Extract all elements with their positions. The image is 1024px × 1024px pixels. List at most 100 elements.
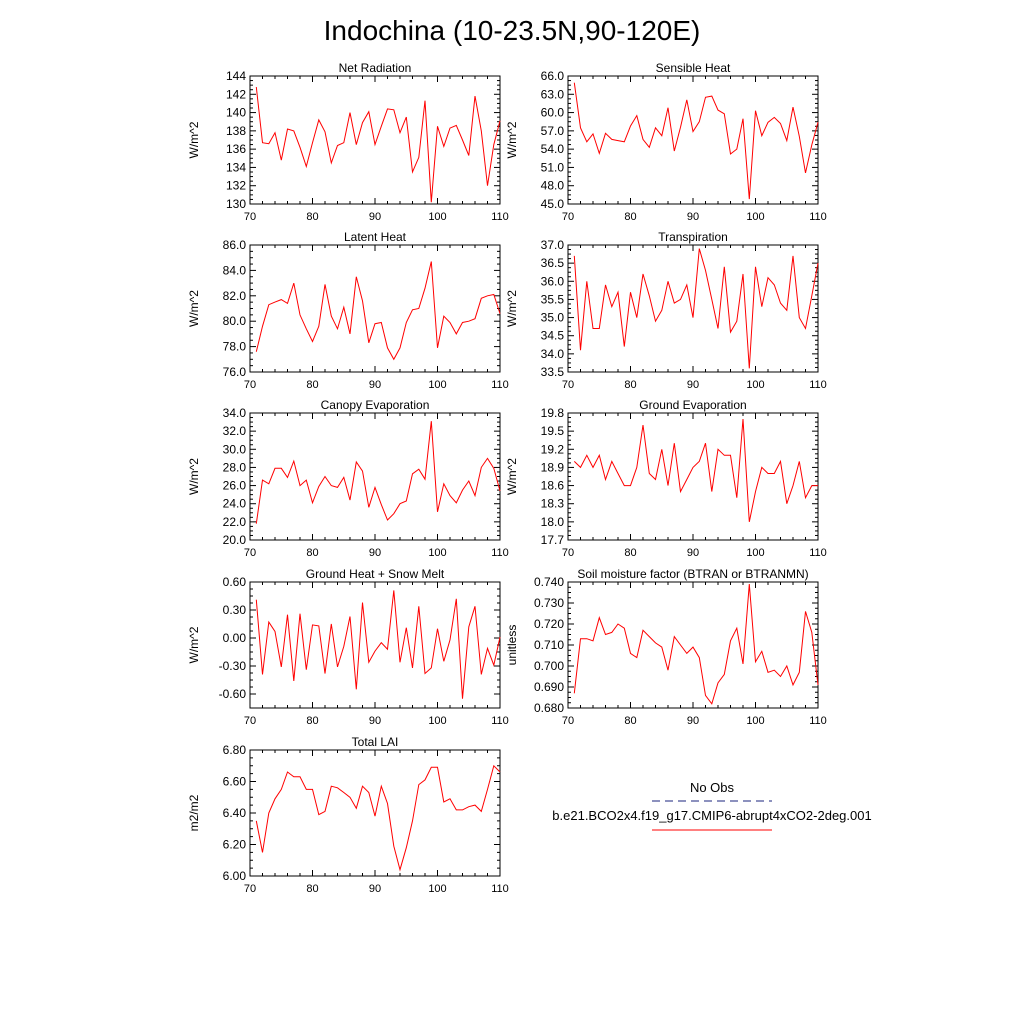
y-tick-label: 86.0 <box>223 238 247 252</box>
y-tick-label: 36.0 <box>541 274 565 288</box>
y-tick-label: 0.740 <box>534 575 564 589</box>
x-tick-label: 70 <box>244 715 256 727</box>
figure-title: Indochina (10-23.5N,90-120E) <box>324 15 701 46</box>
x-tick-label: 100 <box>428 883 446 895</box>
panel-title: Latent Heat <box>344 230 407 244</box>
y-tick-label: 22.0 <box>223 515 247 529</box>
series-line <box>573 248 819 369</box>
panel-title: Transpiration <box>658 230 728 244</box>
panel-5: Canopy Evaporation 70 80 90 100 110 20.0 22.0 24… <box>187 398 509 559</box>
x-tick-label: 80 <box>624 715 636 727</box>
panel-title: Sensible Heat <box>656 61 731 75</box>
y-axis-label: W/m^2 <box>187 626 201 663</box>
x-tick-label: 80 <box>306 883 318 895</box>
x-tick-label: 90 <box>687 715 699 727</box>
panel-title: Ground Evaporation <box>639 398 746 412</box>
y-tick-label: 130 <box>226 197 246 211</box>
x-tick-label: 80 <box>624 211 636 223</box>
y-tick-label: 0.710 <box>534 638 564 652</box>
y-tick-label: 34.0 <box>541 347 565 361</box>
x-tick-label: 100 <box>746 547 764 559</box>
y-tick-label: 6.40 <box>223 806 247 820</box>
y-tick-label: 37.0 <box>541 238 565 252</box>
x-tick-label: 90 <box>687 379 699 391</box>
y-tick-label: 0.700 <box>534 659 564 673</box>
y-tick-label: 82.0 <box>223 289 247 303</box>
x-tick-label: 90 <box>369 547 381 559</box>
y-tick-label: 18.3 <box>541 497 565 511</box>
y-tick-label: 60.0 <box>541 106 565 120</box>
y-tick-label: 20.0 <box>223 533 247 547</box>
panel-8: Soil moisture factor (BTRAN or BTRANMN) 7… <box>505 567 827 727</box>
x-tick-label: 70 <box>244 547 256 559</box>
x-tick-label: 90 <box>687 547 699 559</box>
x-tick-label: 70 <box>244 379 256 391</box>
y-tick-label: 32.0 <box>223 424 247 438</box>
y-tick-label: 6.20 <box>223 838 247 852</box>
y-tick-label: 78.0 <box>223 340 247 354</box>
y-tick-label: 19.2 <box>541 442 565 456</box>
y-axis-label: W/m^2 <box>187 121 201 158</box>
x-tick-label: 80 <box>306 379 318 391</box>
y-tick-label: 24.0 <box>223 497 247 511</box>
y-tick-label: 17.7 <box>541 533 565 547</box>
x-tick-label: 90 <box>687 211 699 223</box>
series-line <box>255 764 501 872</box>
y-tick-label: -0.30 <box>219 659 247 673</box>
y-tick-label: 136 <box>226 142 246 156</box>
y-tick-label: 35.0 <box>541 311 565 325</box>
x-tick-label: 80 <box>306 715 318 727</box>
panel-2: Sensible Heat 70 80 90 100 110 45.0 48.0 51.0 54.… <box>505 61 827 223</box>
y-tick-label: 57.0 <box>541 124 565 138</box>
plot-frame <box>567 75 819 205</box>
y-tick-label: 134 <box>226 160 246 174</box>
y-tick-label: 54.0 <box>541 142 565 156</box>
x-tick-label: 100 <box>428 211 446 223</box>
y-axis-label: W/m^2 <box>505 121 519 158</box>
x-tick-label: 70 <box>562 715 574 727</box>
x-tick-label: 70 <box>562 211 574 223</box>
y-tick-label: 34.0 <box>223 406 247 420</box>
y-axis-label: W/m^2 <box>505 290 519 327</box>
x-tick-label: 110 <box>491 211 509 223</box>
x-tick-label: 110 <box>491 715 509 727</box>
x-tick-label: 80 <box>624 379 636 391</box>
y-tick-label: 84.0 <box>223 263 247 277</box>
y-tick-label: 18.6 <box>541 479 565 493</box>
panel-title: Ground Heat + Snow Melt <box>306 567 445 581</box>
y-tick-label: 35.5 <box>541 292 565 306</box>
panel-1: Net Radiation 70 80 90 100 110 130 132 134 136 138… <box>187 61 509 223</box>
y-tick-label: 30.0 <box>223 442 247 456</box>
y-axis-label: m2/m2 <box>187 794 201 831</box>
y-tick-label: 18.9 <box>541 460 565 474</box>
x-tick-label: 80 <box>624 547 636 559</box>
x-tick-label: 110 <box>809 547 827 559</box>
y-tick-label: 144 <box>226 69 246 83</box>
y-tick-label: 6.80 <box>223 743 247 757</box>
x-tick-label: 110 <box>491 883 509 895</box>
y-axis-label: W/m^2 <box>187 458 201 495</box>
y-tick-label: 18.0 <box>541 515 565 529</box>
panels: Net Radiation 70 80 90 100 110 130 132 134 136 138… <box>187 61 827 895</box>
panel-3: Latent Heat 70 80 90 100 110 76.0 78.0 80.0 82.0 8… <box>187 230 509 391</box>
x-tick-label: 110 <box>809 211 827 223</box>
y-tick-label: 48.0 <box>541 179 565 193</box>
panel-title: Soil moisture factor (BTRAN or BTRANMN) <box>577 567 808 581</box>
x-tick-label: 90 <box>369 211 381 223</box>
y-tick-label: 19.5 <box>541 424 565 438</box>
x-tick-label: 80 <box>306 547 318 559</box>
y-tick-label: 45.0 <box>541 197 565 211</box>
x-tick-label: 70 <box>244 211 256 223</box>
x-tick-label: 70 <box>562 379 574 391</box>
panel-title: Canopy Evaporation <box>321 398 430 412</box>
plot-frame <box>567 581 819 709</box>
plot-frame <box>249 244 501 373</box>
x-tick-label: 100 <box>428 379 446 391</box>
series-line <box>255 421 501 524</box>
x-tick-label: 100 <box>746 211 764 223</box>
y-tick-label: 0.30 <box>223 603 247 617</box>
x-tick-label: 70 <box>562 547 574 559</box>
y-tick-label: 0.00 <box>223 631 247 645</box>
y-axis-label: unitless <box>505 625 519 666</box>
